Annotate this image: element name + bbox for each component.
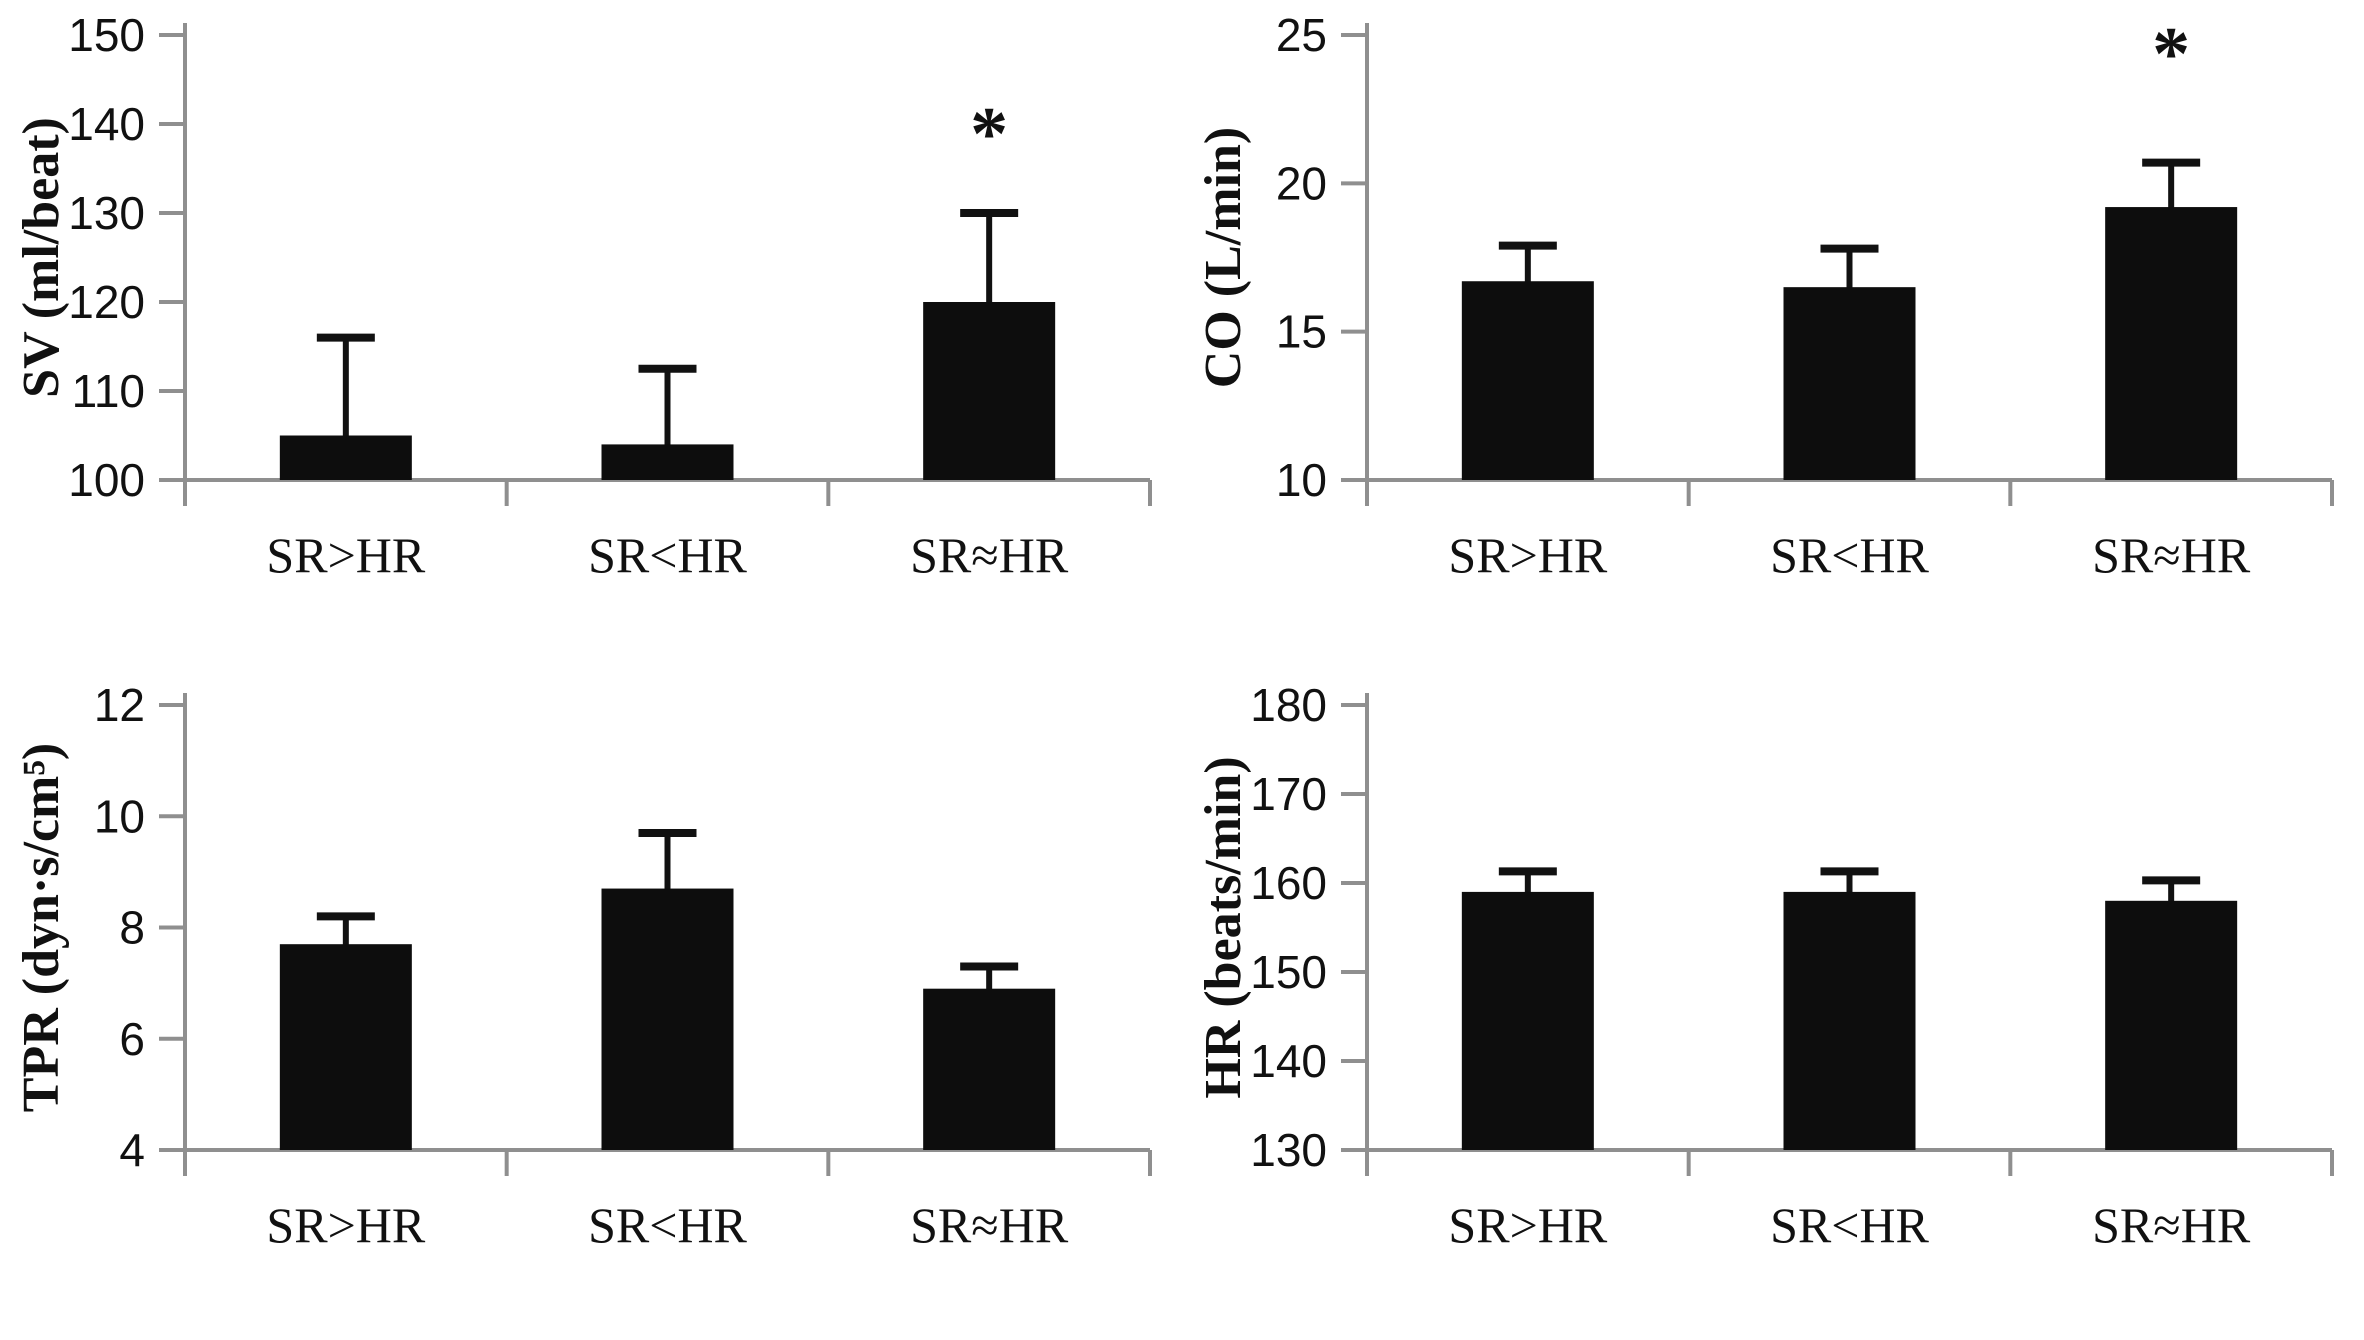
co-panel: 10 15 20 25 SR>HR SR<HR SR≈HR CO (L/min) * xyxy=(1182,0,2364,670)
bar-1 xyxy=(279,435,412,480)
category-label: SR>HR xyxy=(266,1197,425,1253)
y-tick-label: 10 xyxy=(1276,454,1327,506)
category-label: SR>HR xyxy=(266,527,425,583)
y-axis-title: HR (beats/min) xyxy=(1195,756,1252,1098)
category-label: SR>HR xyxy=(1448,1197,1607,1253)
y-tick-label: 15 xyxy=(1276,306,1327,358)
y-tick-label: 150 xyxy=(68,9,145,61)
y-tick-label: 140 xyxy=(68,98,145,150)
category-label: SR<HR xyxy=(588,527,747,583)
y-tick-label: 130 xyxy=(68,187,145,239)
sv-chart: 100 110 120 130 140 150 SR>HR SR<HR SR≈HR SV (ml/… xyxy=(13,9,1152,583)
co-chart: 10 15 20 25 SR>HR SR<HR SR≈HR CO (L/min) * xyxy=(1195,9,2334,583)
hr-chart: 130 140 150 160 170 180 SR>HR SR<HR SR≈HR HR (bea… xyxy=(1195,679,2334,1253)
bar-2 xyxy=(1783,287,1916,480)
y-tick-label: 12 xyxy=(94,679,145,731)
category-label: SR≈HR xyxy=(2092,1197,2251,1253)
bar-3 xyxy=(923,302,1056,480)
bar-2 xyxy=(1783,891,1916,1150)
significance-asterisk: * xyxy=(970,92,1008,176)
y-tick-label: 25 xyxy=(1276,9,1327,61)
category-label: SR>HR xyxy=(1448,527,1607,583)
y-tick-label: 4 xyxy=(119,1124,145,1176)
y-tick-label: 120 xyxy=(68,276,145,328)
y-tick-label: 6 xyxy=(119,1013,145,1065)
bar-1 xyxy=(1461,891,1594,1150)
category-label: SR<HR xyxy=(1770,1197,1929,1253)
bar-3 xyxy=(923,988,1056,1150)
y-tick-label: 140 xyxy=(1250,1035,1327,1087)
y-tick-label: 110 xyxy=(72,365,145,417)
y-tick-label: 8 xyxy=(119,902,145,954)
y-tick-label: 20 xyxy=(1276,157,1327,209)
category-label: SR≈HR xyxy=(2092,527,2251,583)
y-tick-label: 160 xyxy=(1250,857,1327,909)
bar-2 xyxy=(601,444,734,480)
tpr-chart: 4 6 8 10 12 SR>HR SR<HR SR≈HR TPR (dyn·s/cm⁵) xyxy=(13,679,1152,1253)
bar-1 xyxy=(1461,281,1594,480)
y-tick-label: 180 xyxy=(1250,679,1327,731)
significance-asterisk: * xyxy=(2152,12,2190,96)
y-axis-title: TPR (dyn·s/cm⁵) xyxy=(13,743,70,1112)
y-tick-label: 170 xyxy=(1250,768,1327,820)
bar-1 xyxy=(279,944,412,1150)
bar-3 xyxy=(2105,900,2238,1150)
hr-panel: 130 140 150 160 170 180 SR>HR SR<HR SR≈HR HR (bea… xyxy=(1182,670,2364,1340)
y-axis-title: SV (ml/beat) xyxy=(13,117,70,398)
tpr-panel: 4 6 8 10 12 SR>HR SR<HR SR≈HR TPR (dyn·s/cm⁵) xyxy=(0,670,1182,1340)
category-label: SR<HR xyxy=(588,1197,747,1253)
y-axis-title: CO (L/min) xyxy=(1195,127,1252,388)
category-label: SR≈HR xyxy=(910,527,1069,583)
y-tick-label: 10 xyxy=(94,790,145,842)
bar-2 xyxy=(601,888,734,1150)
y-tick-label: 130 xyxy=(1250,1124,1327,1176)
bar-3 xyxy=(2105,207,2238,481)
category-label: SR≈HR xyxy=(910,1197,1069,1253)
y-tick-label: 100 xyxy=(68,454,145,506)
sv-panel: 100 110 120 130 140 150 SR>HR SR<HR SR≈HR SV (ml/… xyxy=(0,0,1182,670)
y-tick-label: 150 xyxy=(1250,946,1327,998)
category-label: SR<HR xyxy=(1770,527,1929,583)
